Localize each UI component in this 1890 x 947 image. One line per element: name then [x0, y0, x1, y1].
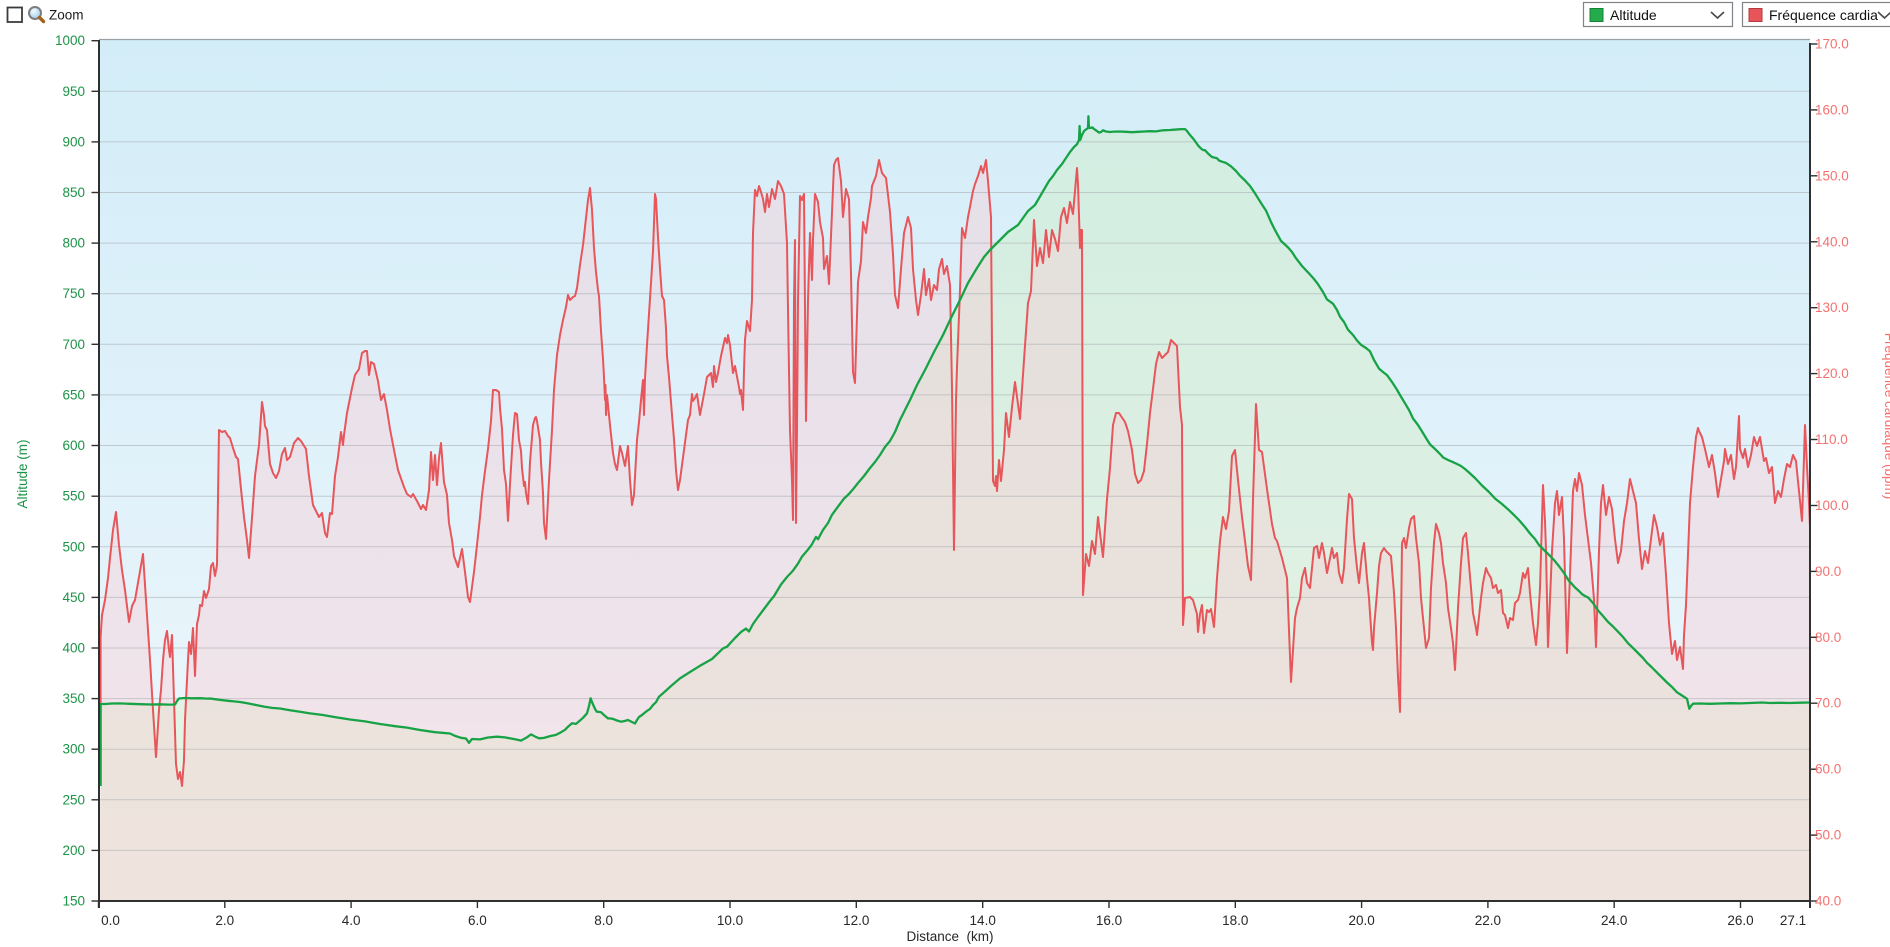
- svg-text:350: 350: [62, 691, 85, 706]
- svg-text:Fréquence cardiaque (bpm): Fréquence cardiaque (bpm): [1882, 333, 1890, 500]
- svg-text:4.0: 4.0: [342, 913, 361, 928]
- svg-text:550: 550: [62, 489, 85, 504]
- svg-text:150: 150: [62, 894, 85, 909]
- svg-text:150.0: 150.0: [1815, 168, 1849, 183]
- svg-text:500: 500: [62, 539, 85, 554]
- svg-text:14.0: 14.0: [970, 913, 996, 928]
- svg-text:Distance (km): Distance (km): [906, 929, 993, 944]
- svg-text:300: 300: [62, 742, 85, 757]
- svg-text:Altitude: Altitude: [1610, 7, 1657, 23]
- svg-text:60.0: 60.0: [1815, 762, 1841, 777]
- svg-text:40.0: 40.0: [1815, 894, 1841, 909]
- svg-text:700: 700: [62, 337, 85, 352]
- svg-text:50.0: 50.0: [1815, 828, 1841, 843]
- svg-text:950: 950: [62, 84, 85, 99]
- svg-text:450: 450: [62, 590, 85, 605]
- svg-text:170.0: 170.0: [1815, 37, 1849, 52]
- svg-text:600: 600: [62, 438, 85, 453]
- svg-text:24.0: 24.0: [1601, 913, 1627, 928]
- svg-text:120.0: 120.0: [1815, 366, 1849, 381]
- svg-text:110.0: 110.0: [1815, 432, 1848, 447]
- svg-text:8.0: 8.0: [594, 913, 613, 928]
- svg-text:Zoom: Zoom: [49, 8, 84, 23]
- svg-text:6.0: 6.0: [468, 913, 487, 928]
- svg-text:850: 850: [62, 185, 85, 200]
- svg-text:27.1: 27.1: [1780, 913, 1806, 928]
- svg-text:26.0: 26.0: [1727, 913, 1753, 928]
- svg-text:200: 200: [62, 843, 85, 858]
- svg-text:22.0: 22.0: [1475, 913, 1501, 928]
- svg-text:2.0: 2.0: [215, 913, 234, 928]
- svg-text:12.0: 12.0: [843, 913, 869, 928]
- svg-text:130.0: 130.0: [1815, 300, 1849, 315]
- svg-text:0.0: 0.0: [101, 913, 120, 928]
- svg-text:160.0: 160.0: [1815, 102, 1849, 117]
- svg-text:800: 800: [62, 236, 85, 251]
- svg-text:1000: 1000: [55, 33, 85, 48]
- svg-text:20.0: 20.0: [1348, 913, 1374, 928]
- svg-text:18.0: 18.0: [1222, 913, 1248, 928]
- svg-text:250: 250: [62, 792, 85, 807]
- svg-text:80.0: 80.0: [1815, 630, 1841, 645]
- svg-text:650: 650: [62, 387, 85, 402]
- svg-text:16.0: 16.0: [1096, 913, 1122, 928]
- svg-text:90.0: 90.0: [1815, 564, 1841, 579]
- svg-text:Fréquence cardia: Fréquence cardia: [1769, 7, 1878, 23]
- svg-text:Altitude (m): Altitude (m): [15, 439, 30, 508]
- svg-text:140.0: 140.0: [1815, 234, 1849, 249]
- svg-text:900: 900: [62, 134, 85, 149]
- svg-text:100.0: 100.0: [1815, 498, 1849, 513]
- svg-text:750: 750: [62, 286, 85, 301]
- svg-text:70.0: 70.0: [1815, 696, 1841, 711]
- svg-text:400: 400: [62, 641, 85, 656]
- svg-text:10.0: 10.0: [717, 913, 743, 928]
